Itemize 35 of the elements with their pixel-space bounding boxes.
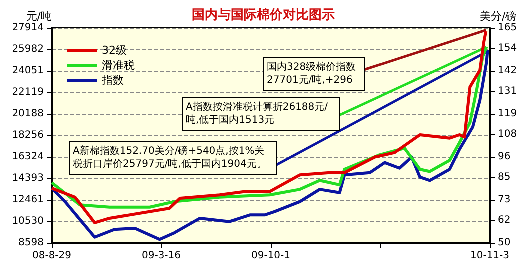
legend-label: 32级 <box>102 44 127 57</box>
y-tick-label: 10530 <box>12 216 44 227</box>
y2-tick-label: 142 <box>498 66 518 76</box>
x-tick-label: 10-11-3 <box>470 250 510 262</box>
y2-tick-label: 131 <box>498 86 518 98</box>
y2-tick-label: 96 <box>498 152 511 162</box>
y-tick-label: 14393 <box>12 173 44 184</box>
annotation: A新棉指数152.70美分/磅+540点,按1%关税折口岸价25797元/吨,低于国内1904元。 <box>73 145 267 170</box>
y2-tick-label: 73 <box>498 194 511 206</box>
y-tick-label: 24051 <box>12 66 44 76</box>
y2-tick-label: 108 <box>498 129 518 140</box>
y-tick-label: 16324 <box>12 152 44 163</box>
y2-tick-label: 119 <box>498 108 518 120</box>
y2-tick-label: 154 <box>498 43 518 54</box>
annotation: A指数按滑准税计算折26188元/吨,低于国内1513元 <box>186 101 329 126</box>
annotation: 国内328级棉价指数27701元/吨,+296 <box>267 61 356 86</box>
y2-tick-label: 165 <box>498 22 518 34</box>
x-tick-label: 09-3-16 <box>142 250 182 262</box>
y-tick-label: 25982 <box>12 44 44 56</box>
y-tick-label: 18256 <box>12 130 44 141</box>
y2-tick-label: 50 <box>498 238 511 248</box>
y-tick-label: 20188 <box>12 108 44 120</box>
legend-label: 滑准税 <box>102 59 135 72</box>
x-tick-label: 08-8-29 <box>32 250 72 262</box>
chart-title: 国内与国际棉价对比图示 <box>192 8 335 23</box>
y-tick-label: 22119 <box>12 87 44 98</box>
y2-axis-title: 美分/磅 <box>480 10 517 23</box>
y-axis-title: 元/吨 <box>26 10 52 23</box>
y2-tick-label: 85 <box>498 172 511 184</box>
y-tick-label: 27914 <box>12 22 44 34</box>
x-tick-label: 09-10-1 <box>251 250 291 262</box>
y2-tick-label: 62 <box>498 215 511 226</box>
y-tick-label: 12461 <box>12 194 44 206</box>
legend-label: 指数 <box>101 74 124 87</box>
y-tick-label: 8598 <box>18 238 44 248</box>
